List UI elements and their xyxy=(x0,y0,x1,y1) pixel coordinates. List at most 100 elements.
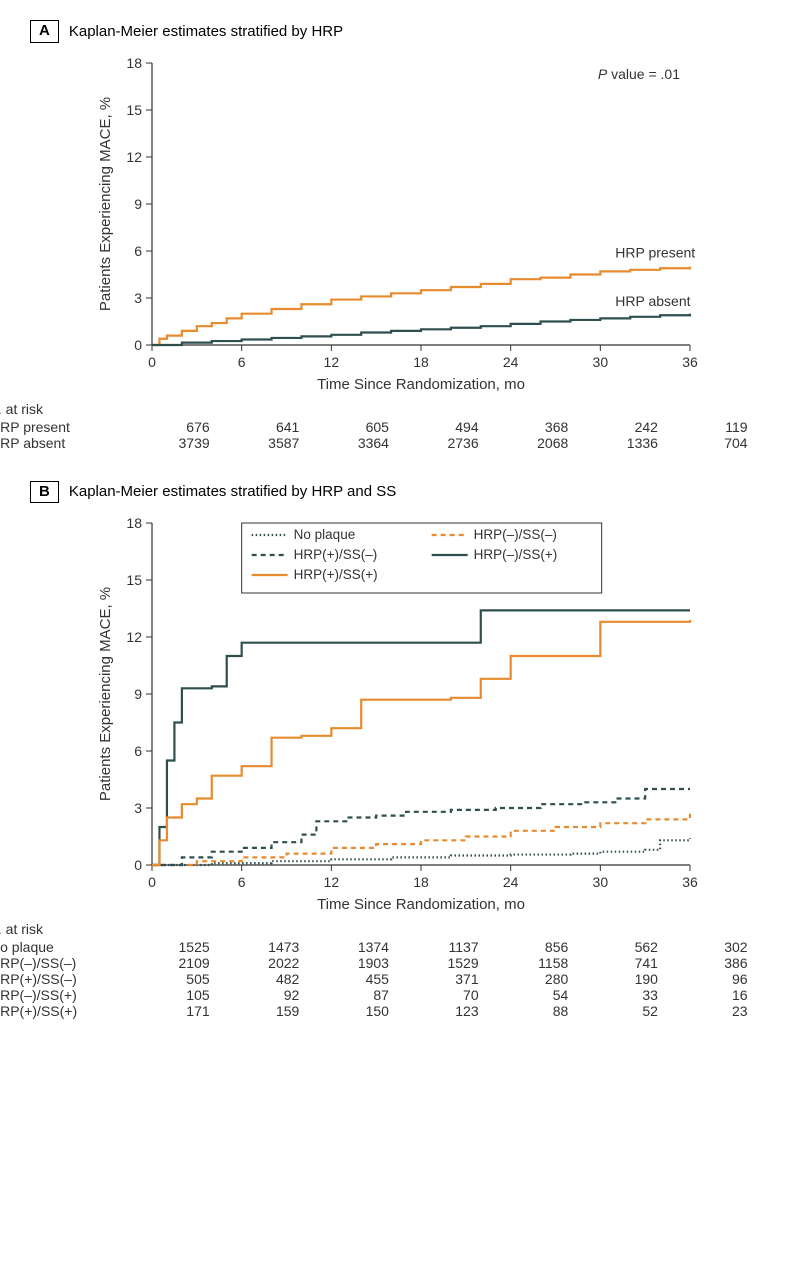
svg-text:6: 6 xyxy=(134,743,142,759)
risk-cell: 54 xyxy=(479,987,569,1003)
risk-row-label: HRP(+)/SS(+) xyxy=(0,1003,120,1019)
svg-text:HRP absent: HRP absent xyxy=(615,292,690,308)
risk-row-label: No plaque xyxy=(0,939,120,955)
risk-cell: 123 xyxy=(389,1003,479,1019)
svg-text:18: 18 xyxy=(126,515,142,531)
svg-text:9: 9 xyxy=(134,686,142,702)
risk-row: HRP(–)/SS(+)105928770543316 xyxy=(0,987,764,1003)
risk-row: HRP present676641605494368242119 xyxy=(0,419,764,435)
svg-text:0: 0 xyxy=(148,874,156,890)
risk-cell: 482 xyxy=(210,971,300,987)
svg-text:3: 3 xyxy=(134,290,142,306)
svg-text:Patients Experiencing MACE, %: Patients Experiencing MACE, % xyxy=(97,96,114,310)
risk-cell: 1336 xyxy=(568,435,658,451)
risk-cell: 1525 xyxy=(120,939,210,955)
risk-cell: 741 xyxy=(568,955,658,971)
risk-cell: 1473 xyxy=(210,939,300,955)
svg-text:6: 6 xyxy=(238,874,246,890)
risk-cell: 2068 xyxy=(479,435,569,451)
panel-b-risk-table: No. at risk No plaque1525147313741137856… xyxy=(0,921,764,1019)
risk-cell: 455 xyxy=(299,971,389,987)
risk-header-a: No. at risk xyxy=(0,401,764,417)
risk-cell: 1158 xyxy=(479,955,569,971)
risk-cell: 2109 xyxy=(120,955,210,971)
svg-text:30: 30 xyxy=(593,354,609,370)
svg-text:0: 0 xyxy=(134,857,142,873)
svg-text:24: 24 xyxy=(503,354,519,370)
panel-a-risk-table: No. at risk HRP present67664160549436824… xyxy=(0,401,764,451)
risk-cell: 87 xyxy=(299,987,389,1003)
risk-row: HRP absent373935873364273620681336704 xyxy=(0,435,764,451)
risk-cell: 386 xyxy=(658,955,748,971)
panel-a-header: A Kaplan-Meier estimates stratified by H… xyxy=(30,20,764,43)
risk-cell: 605 xyxy=(299,419,389,435)
svg-text:HRP(–)/SS(–): HRP(–)/SS(–) xyxy=(474,527,557,542)
risk-header-b: No. at risk xyxy=(0,921,764,937)
svg-text:15: 15 xyxy=(126,572,142,588)
risk-cell: 494 xyxy=(389,419,479,435)
risk-cell: 171 xyxy=(120,1003,210,1019)
panel-b-badge: B xyxy=(30,481,59,504)
svg-text:0: 0 xyxy=(134,337,142,353)
svg-text:12: 12 xyxy=(126,629,142,645)
risk-row-label: HRP present xyxy=(0,419,120,435)
risk-cell: 16 xyxy=(658,987,748,1003)
panel-a-title: Kaplan-Meier estimates stratified by HRP xyxy=(69,23,343,40)
svg-text:36: 36 xyxy=(682,874,698,890)
risk-cell: 302 xyxy=(658,939,748,955)
svg-text:Patients Experiencing MACE, %: Patients Experiencing MACE, % xyxy=(97,587,114,801)
svg-text:30: 30 xyxy=(593,874,609,890)
risk-cell: 2736 xyxy=(389,435,479,451)
risk-row-label: HRP(–)/SS(–) xyxy=(0,955,120,971)
risk-cell: 562 xyxy=(568,939,658,955)
risk-cell: 96 xyxy=(658,971,748,987)
chart-a: 0369121518061218243036Time Since Randomi… xyxy=(90,55,710,395)
svg-text:HRP present: HRP present xyxy=(615,244,695,260)
risk-cell: 52 xyxy=(568,1003,658,1019)
panel-a: A Kaplan-Meier estimates stratified by H… xyxy=(30,20,764,451)
risk-cell: 856 xyxy=(479,939,569,955)
risk-cell: 23 xyxy=(658,1003,748,1019)
panel-b-chart-wrap: 0369121518061218243036Time Since Randomi… xyxy=(90,515,764,915)
svg-text:3: 3 xyxy=(134,800,142,816)
risk-row-label: HRP absent xyxy=(0,435,120,451)
svg-text:6: 6 xyxy=(238,354,246,370)
risk-cell: 70 xyxy=(389,987,479,1003)
svg-text:18: 18 xyxy=(413,874,429,890)
risk-row-label: HRP(–)/SS(+) xyxy=(0,987,120,1003)
risk-cell: 1374 xyxy=(299,939,389,955)
risk-cell: 1529 xyxy=(389,955,479,971)
risk-cell: 641 xyxy=(210,419,300,435)
risk-row: HRP(+)/SS(–)50548245537128019096 xyxy=(0,971,764,987)
svg-text:Time Since Randomization, mo: Time Since Randomization, mo xyxy=(317,896,525,913)
svg-text:HRP(+)/SS(–): HRP(+)/SS(–) xyxy=(294,547,378,562)
panel-b-header: B Kaplan-Meier estimates stratified by H… xyxy=(30,481,764,504)
risk-row: No plaque1525147313741137856562302 xyxy=(0,939,764,955)
svg-text:0: 0 xyxy=(148,354,156,370)
risk-cell: 242 xyxy=(568,419,658,435)
risk-cell: 704 xyxy=(658,435,748,451)
svg-text:HRP(+)/SS(+): HRP(+)/SS(+) xyxy=(294,567,378,582)
risk-cell: 3364 xyxy=(299,435,389,451)
svg-text:9: 9 xyxy=(134,196,142,212)
svg-text:18: 18 xyxy=(126,55,142,71)
svg-text:12: 12 xyxy=(324,874,340,890)
risk-cell: 159 xyxy=(210,1003,300,1019)
panel-a-badge: A xyxy=(30,20,59,43)
svg-text:HRP(–)/SS(+): HRP(–)/SS(+) xyxy=(474,547,558,562)
panel-b: B Kaplan-Meier estimates stratified by H… xyxy=(30,481,764,1020)
risk-cell: 371 xyxy=(389,971,479,987)
panel-a-chart-wrap: 0369121518061218243036Time Since Randomi… xyxy=(90,55,764,395)
risk-cell: 676 xyxy=(120,419,210,435)
svg-text:24: 24 xyxy=(503,874,519,890)
svg-text:12: 12 xyxy=(324,354,340,370)
risk-row-label: HRP(+)/SS(–) xyxy=(0,971,120,987)
risk-cell: 105 xyxy=(120,987,210,1003)
risk-cell: 1137 xyxy=(389,939,479,955)
chart-b: 0369121518061218243036Time Since Randomi… xyxy=(90,515,710,915)
risk-cell: 119 xyxy=(658,419,748,435)
risk-row: HRP(+)/SS(+)171159150123885223 xyxy=(0,1003,764,1019)
risk-cell: 150 xyxy=(299,1003,389,1019)
risk-cell: 33 xyxy=(568,987,658,1003)
svg-text:15: 15 xyxy=(126,102,142,118)
